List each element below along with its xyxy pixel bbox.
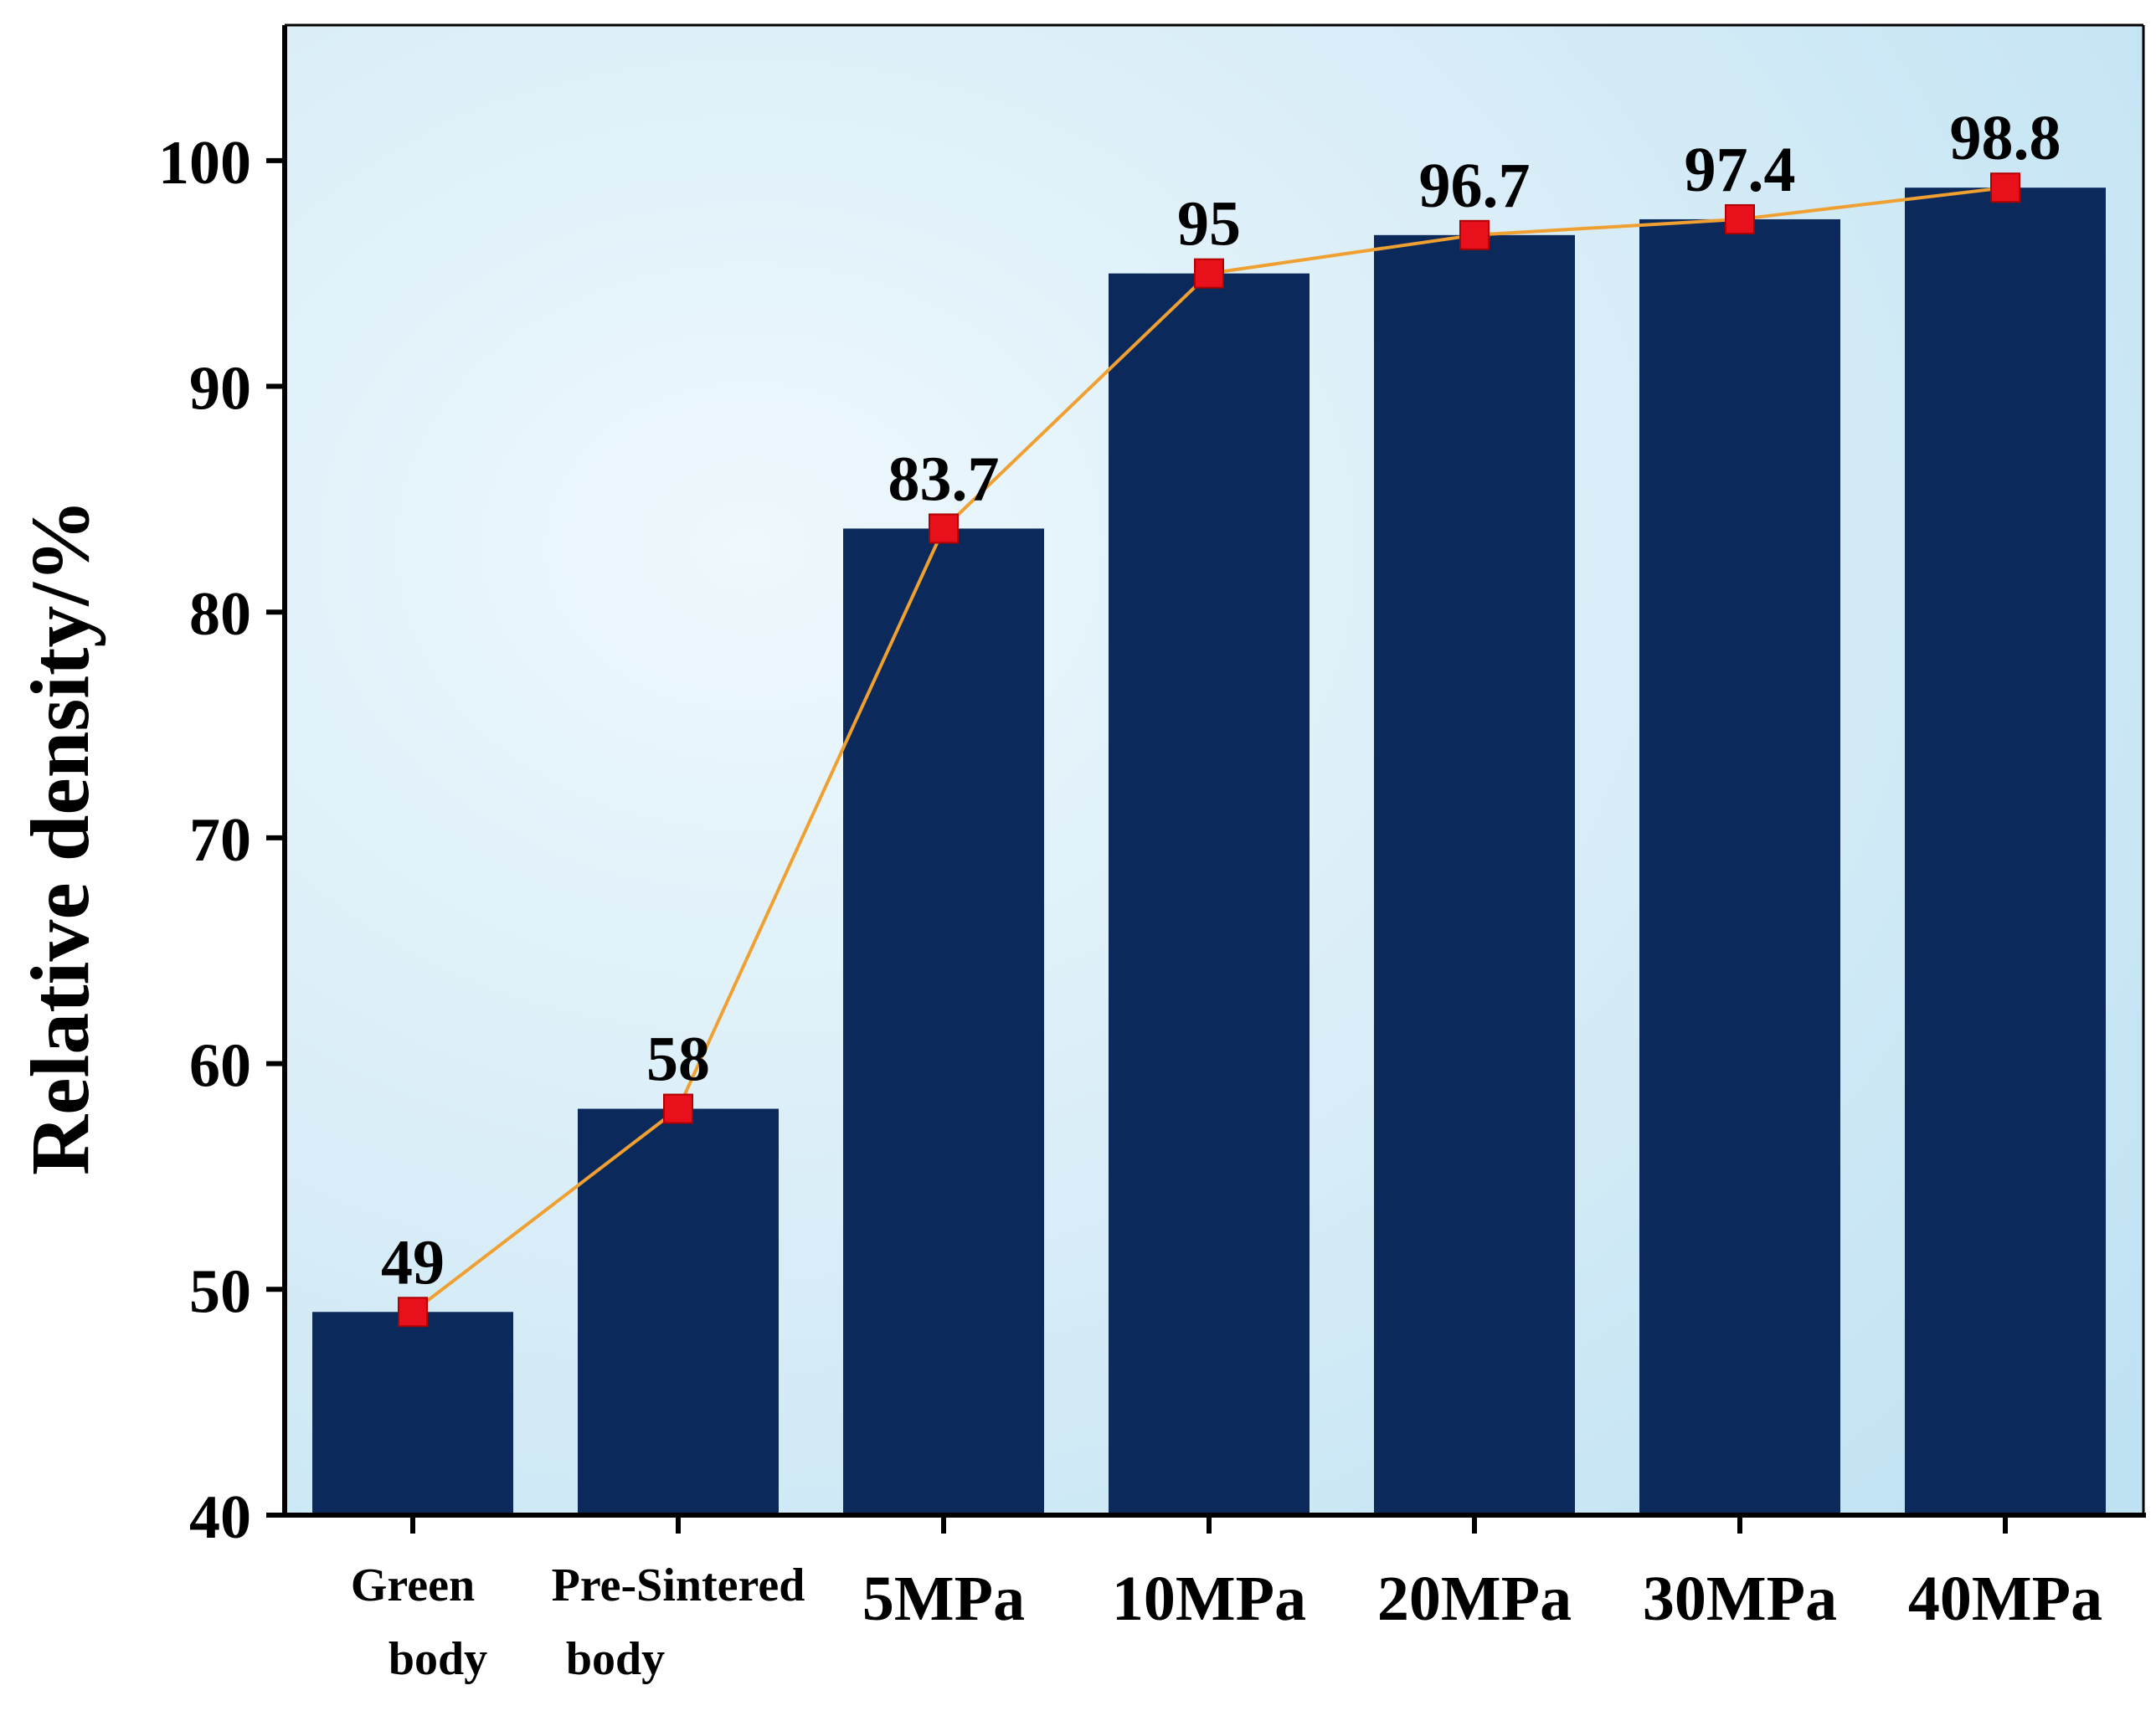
marker-5	[1725, 203, 1755, 234]
marker-6	[1990, 172, 2020, 203]
data-label-0: 49	[381, 1227, 445, 1297]
bar-2	[843, 528, 1044, 1515]
y-tick-label-0: 40	[189, 1483, 251, 1552]
marker-3	[1194, 258, 1224, 289]
marker-0	[398, 1297, 428, 1328]
x-tick-label-1-line-1: body	[566, 1633, 665, 1685]
data-label-2: 83.7	[888, 444, 1000, 514]
bar-series	[312, 188, 2106, 1516]
bar-1	[578, 1108, 779, 1515]
data-label-4: 96.7	[1419, 151, 1531, 221]
y-axis-ticks: 40 50 60 70 80 90 100	[158, 129, 285, 1552]
x-tick-label-2: 5MPa	[862, 1564, 1025, 1634]
bar-6	[1905, 188, 2106, 1515]
x-tick-label-5: 30MPa	[1643, 1564, 1837, 1634]
x-tick-label-1-line-0: Pre-Sintered	[552, 1559, 805, 1611]
data-labels: 49 58 83.7 95 96.7 97.4 98.8	[381, 103, 2061, 1297]
bar-0	[312, 1312, 513, 1515]
marker-1	[663, 1093, 693, 1124]
x-tick-label-3: 10MPa	[1112, 1564, 1306, 1634]
y-tick-label-4: 80	[189, 580, 251, 649]
y-tick-label-5: 90	[189, 355, 251, 424]
bar-5	[1639, 218, 1840, 1515]
marker-4	[1459, 219, 1490, 250]
y-tick-label-3: 70	[189, 806, 251, 875]
bar-3	[1109, 273, 1310, 1516]
x-tick-label-4: 20MPa	[1377, 1564, 1572, 1634]
y-tick-label-6: 100	[158, 129, 251, 198]
y-tick-label-1: 50	[189, 1257, 251, 1326]
y-axis-title: Relative density/%	[13, 499, 106, 1175]
data-label-3: 95	[1177, 189, 1241, 259]
data-label-5: 97.4	[1685, 135, 1796, 205]
marker-series	[398, 172, 2020, 1328]
marker-2	[929, 513, 959, 544]
data-label-6: 98.8	[1950, 103, 2061, 173]
x-tick-label-0-line-0: Green	[351, 1559, 475, 1611]
x-axis-ticks: Green body Pre-Sintered body 5MPa 10MPa 20MPa 3…	[351, 1515, 2102, 1685]
bar-4	[1374, 234, 1575, 1516]
x-tick-label-0-line-1: body	[388, 1633, 487, 1685]
data-label-1: 58	[646, 1025, 710, 1095]
x-tick-label-6: 40MPa	[1908, 1564, 2102, 1634]
y-tick-label-2: 60	[189, 1032, 251, 1101]
